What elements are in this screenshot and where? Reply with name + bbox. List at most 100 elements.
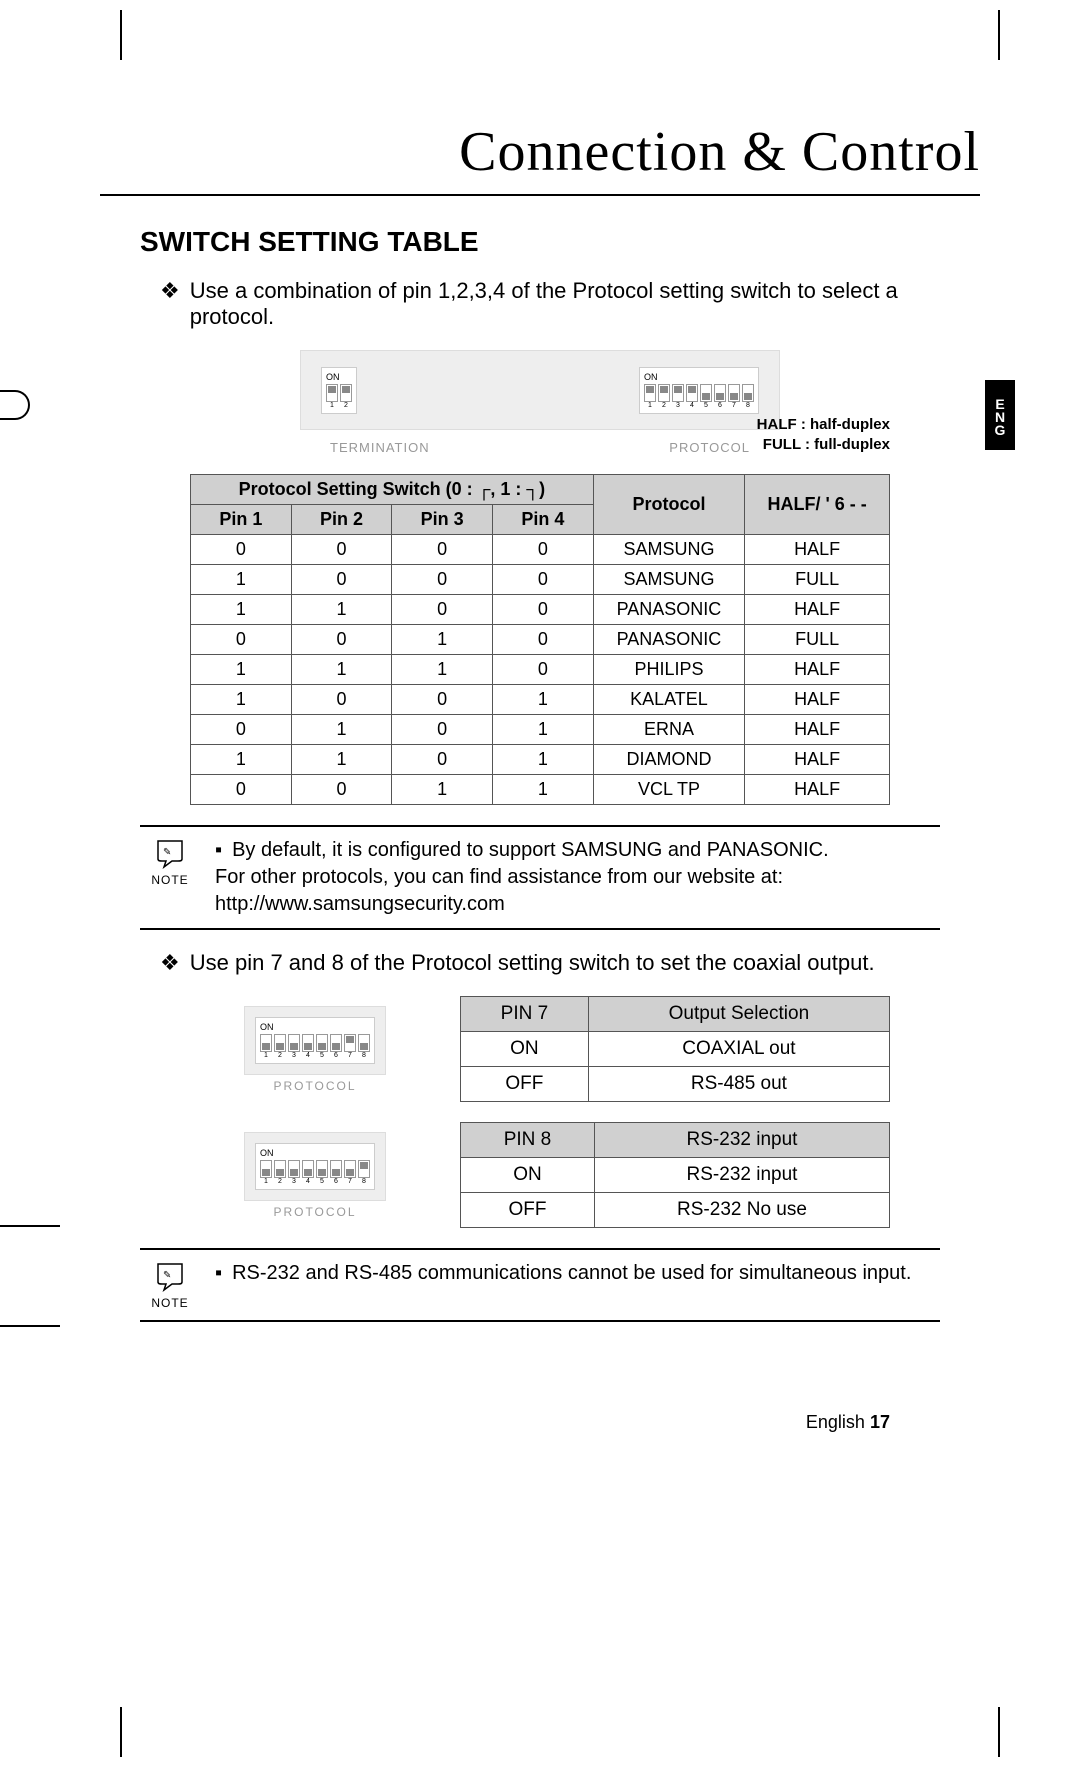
footer-lang: English — [806, 1412, 865, 1432]
intro-text: Use a combination of pin 1,2,3,4 of the … — [190, 278, 940, 330]
svg-text:✎: ✎ — [163, 847, 171, 858]
on-label: ON — [260, 1148, 274, 1158]
note-block-1: ✎ NOTE ▪By default, it is configured to … — [140, 825, 940, 930]
cell-pin: 1 — [191, 595, 292, 625]
cell-pin: 0 — [392, 715, 493, 745]
cell-mode: HALF — [745, 745, 890, 775]
chapter-title: Connection & Control — [100, 120, 980, 196]
cell-protocol: SAMSUNG — [593, 535, 744, 565]
cell-pin: 1 — [392, 775, 493, 805]
cell-mode: HALF — [745, 595, 890, 625]
cell-protocol: KALATEL — [593, 685, 744, 715]
cell-mode: HALF — [745, 655, 890, 685]
cell-pin-desc: RS-485 out — [588, 1067, 889, 1102]
on-label: ON — [644, 372, 658, 382]
note-label: NOTE — [151, 873, 188, 887]
note-icon: ✎ NOTE — [140, 1260, 200, 1310]
cell-protocol: DIAMOND — [593, 745, 744, 775]
note1-line1: By default, it is configured to support … — [232, 839, 829, 861]
termination-label: TERMINATION — [330, 440, 430, 455]
table-row: 1110PHILIPSHALF — [191, 655, 890, 685]
bullet-glyph: ❖ — [160, 950, 180, 976]
cell-protocol: PANASONIC — [593, 595, 744, 625]
page-footer: English 17 — [100, 1412, 890, 1433]
table-row: 0101ERNAHALF — [191, 715, 890, 745]
cell-pin: 0 — [493, 595, 594, 625]
cell-pin: 0 — [291, 685, 392, 715]
cell-protocol: SAMSUNG — [593, 565, 744, 595]
cell-pin: 1 — [291, 655, 392, 685]
cell-pin: 1 — [291, 595, 392, 625]
cell-pin-desc: COAXIAL out — [588, 1032, 889, 1067]
cell-pin: 0 — [291, 775, 392, 805]
table-row: OFFRS-485 out — [461, 1067, 890, 1102]
full-duplex-label: FULL : full-duplex — [100, 435, 890, 455]
cell-pin: 1 — [291, 715, 392, 745]
protocol-setting-table: Protocol Setting Switch (0 : ┌, 1 : ┐) P… — [190, 474, 890, 805]
cell-pin: 1 — [493, 745, 594, 775]
cell-pin: 1 — [392, 655, 493, 685]
cell-mode: HALF — [745, 775, 890, 805]
cell-mode: HALF — [745, 535, 890, 565]
table-row: 1000SAMSUNGFULL — [191, 565, 890, 595]
cell-protocol: VCL TP — [593, 775, 744, 805]
on-label: ON — [326, 372, 340, 382]
cell-protocol: ERNA — [593, 715, 744, 745]
cell-pin: 1 — [493, 775, 594, 805]
on-label: ON — [260, 1022, 274, 1032]
pin7-section: ON 12345678 PROTOCOL PIN 7 Output Select… — [190, 996, 890, 1102]
half-duplex-label: HALF : half-duplex — [100, 415, 890, 435]
pin7-diagram: ON 12345678 — [244, 1006, 386, 1075]
note-text: ▪By default, it is configured to support… — [215, 837, 940, 918]
note2-line1: RS-232 and RS-485 communications cannot … — [232, 1262, 911, 1284]
duplex-legend: HALF : half-duplex FULL : full-duplex — [100, 415, 890, 454]
th-pin4: Pin 4 — [493, 505, 594, 535]
cell-pin: 0 — [392, 565, 493, 595]
table-row: 0011VCL TPHALF — [191, 775, 890, 805]
pin8-diagram-box: ON 12345678 PROTOCOL — [190, 1132, 440, 1219]
table-row: 0010PANASONICFULL — [191, 625, 890, 655]
cell-mode: HALF — [745, 685, 890, 715]
note-icon: ✎ NOTE — [140, 837, 200, 918]
footer-page: 17 — [870, 1412, 890, 1432]
cell-pin: 1 — [191, 745, 292, 775]
table-row: OFFRS-232 No use — [461, 1193, 890, 1228]
pin8-section: ON 12345678 PROTOCOL PIN 8 RS-232 input … — [190, 1122, 890, 1228]
note-block-2: ✎ NOTE ▪RS-232 and RS-485 communications… — [140, 1248, 940, 1322]
cell-pin: 1 — [191, 685, 292, 715]
cell-pin: 0 — [191, 535, 292, 565]
table-row: ONCOAXIAL out — [461, 1032, 890, 1067]
cell-pin: 0 — [392, 595, 493, 625]
crop-horiz — [0, 1325, 60, 1327]
language-tab: ENG — [985, 380, 1015, 450]
svg-text:✎: ✎ — [163, 1270, 171, 1281]
table-row: ONRS-232 input — [461, 1158, 890, 1193]
note1-line3: http://www.samsungsecurity.com — [215, 893, 505, 915]
cell-pin-desc: RS-232 No use — [594, 1193, 889, 1228]
cell-pin-state: OFF — [461, 1193, 595, 1228]
cell-pin: 0 — [291, 625, 392, 655]
pin7-table: PIN 7 Output Selection ONCOAXIAL outOFFR… — [460, 996, 890, 1102]
dip-protocol-block: ON 12345678 — [639, 367, 759, 414]
cell-pin: 1 — [191, 655, 292, 685]
crop-horiz — [0, 1225, 60, 1227]
pin8-table: PIN 8 RS-232 input ONRS-232 inputOFFRS-2… — [460, 1122, 890, 1228]
pin7-th-right: Output Selection — [588, 997, 889, 1032]
pin7-diagram-label: PROTOCOL — [190, 1079, 440, 1093]
th-switch-group: Protocol Setting Switch (0 : ┌, 1 : ┐) — [191, 475, 594, 505]
cell-pin: 0 — [493, 535, 594, 565]
table-row: 1101DIAMONDHALF — [191, 745, 890, 775]
cell-mode: HALF — [745, 715, 890, 745]
th-pin2: Pin 2 — [291, 505, 392, 535]
crop-marks-left — [0, 390, 30, 420]
cell-pin: 0 — [392, 685, 493, 715]
pin8-th-right: RS-232 input — [594, 1123, 889, 1158]
cell-mode: FULL — [745, 625, 890, 655]
note-text: ▪RS-232 and RS-485 communications cannot… — [215, 1260, 940, 1310]
pin8-diagram-label: PROTOCOL — [190, 1205, 440, 1219]
intro-bullet: ❖ Use a combination of pin 1,2,3,4 of th… — [160, 278, 940, 330]
cell-pin: 0 — [191, 775, 292, 805]
cell-pin: 1 — [191, 565, 292, 595]
th-pin3: Pin 3 — [392, 505, 493, 535]
th-pin1: Pin 1 — [191, 505, 292, 535]
